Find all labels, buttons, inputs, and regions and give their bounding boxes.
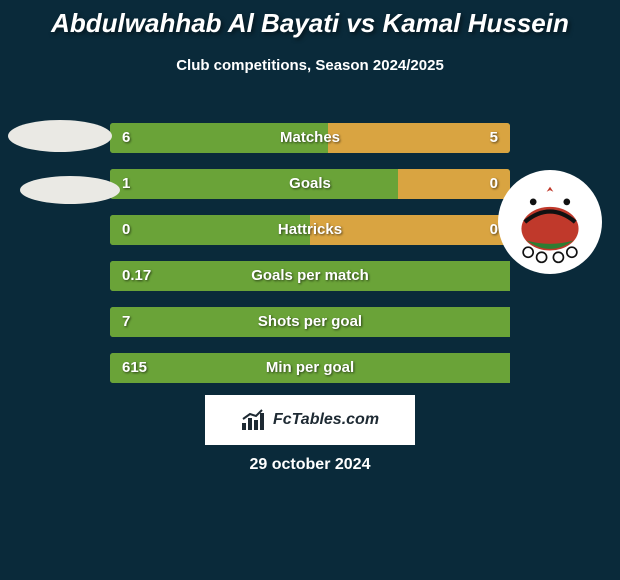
stats-container: Matches65Goals10Hattricks00Goals per mat…: [110, 123, 510, 399]
page-title: Abdulwahhab Al Bayati vs Kamal Hussein: [0, 0, 620, 39]
decor-ellipse: [8, 120, 112, 152]
stat-value-left: 6: [122, 123, 130, 153]
stat-label: Shots per goal: [110, 307, 510, 337]
stat-value-left: 0.17: [122, 261, 151, 291]
stat-label: Goals: [110, 169, 510, 199]
stat-row: Matches6 5: [110, 123, 510, 153]
stat-row: Goals per match0.17: [110, 261, 510, 291]
subtitle: Club competitions, Season 2024/2025: [0, 57, 620, 74]
stat-value-right: 5: [490, 123, 498, 153]
stat-row: Min per goal615: [110, 353, 510, 383]
right-club-badge: [498, 170, 602, 274]
stat-label: Hattricks: [110, 215, 510, 245]
stat-value-left: 0: [122, 215, 130, 245]
stat-row: Shots per goal7: [110, 307, 510, 337]
fctables-label: FcTables.com: [273, 411, 379, 429]
stat-value-left: 615: [122, 353, 147, 383]
fctables-watermark: FcTables.com: [205, 395, 415, 445]
chart-icon: [241, 409, 267, 431]
stat-row: Goals1 0: [110, 169, 510, 199]
stat-value-right: 0: [490, 169, 498, 199]
stat-label: Goals per match: [110, 261, 510, 291]
stat-row: Hattricks0 0: [110, 215, 510, 245]
stat-label: Matches: [110, 123, 510, 153]
stat-value-right: 0: [490, 215, 498, 245]
stat-label: Min per goal: [110, 353, 510, 383]
decor-ellipse: [20, 176, 120, 204]
stat-value-left: 7: [122, 307, 130, 337]
stat-value-left: 1: [122, 169, 130, 199]
date-label: 29 october 2024: [0, 456, 620, 474]
